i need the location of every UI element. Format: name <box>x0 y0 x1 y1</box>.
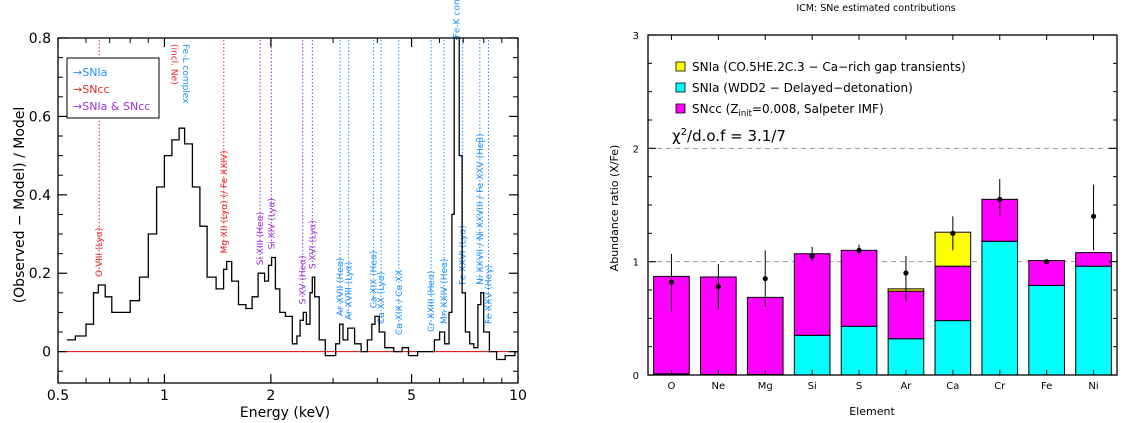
legend: SNIa (CO.5HE.2C.3 − Ca−rich gap transien… <box>672 60 966 145</box>
line-label: Cr XXIII (Heα) <box>427 271 437 332</box>
residual-spectrum-chart: O VIII (Lyα) (incl. Ne) Fe-L complex Mg XII… <box>12 0 527 421</box>
x-tick-label: S <box>856 381 862 392</box>
x-tick-label: Ni <box>1088 381 1098 392</box>
line-label: Mg XII (Lyα) (/ Fe XXIV) <box>220 150 230 253</box>
legend-entry-wdd2: SNIa (WDD2 − Delayed−detonation) <box>692 81 913 95</box>
bar-segment <box>981 240 1019 376</box>
bar-segment <box>1028 260 1065 286</box>
line-label: Ca XIX (Heα) <box>369 251 379 309</box>
y-tick-label: 0.2 <box>29 266 51 282</box>
x-tick-label: Ca <box>946 381 959 392</box>
legend-entry-sncc: SNcc (Zinit=0.008, Salpeter IMF) <box>692 102 884 119</box>
x-axis-label: Energy (keV) <box>240 405 330 421</box>
legend: →SNIa →SNcc →SNIa & SNcc <box>66 57 160 119</box>
observed-point <box>762 276 768 282</box>
line-label: Mn XXIV (Heα) <box>440 258 450 324</box>
x-tick-label: 10 <box>509 388 527 404</box>
bar-segment <box>840 249 878 327</box>
x-axis-label: Element <box>849 405 895 418</box>
legend-entry-ca-rich: SNIa (CO.5HE.2C.3 − Ca−rich gap transien… <box>692 60 966 74</box>
y-tick-label: 2 <box>633 144 639 155</box>
line-label: Ar XVIII (Lyα) <box>345 262 355 320</box>
x-tick-label: O <box>668 381 676 392</box>
legend-swatch-ca-rich <box>675 61 686 72</box>
line-annotations: O VIII (Lyα) (incl. Ne) Fe-L complex Mg XII… <box>95 0 494 335</box>
observed-point <box>1044 259 1050 265</box>
observed-point <box>950 230 956 236</box>
x-tick-label: Si <box>808 381 817 392</box>
x-tick-label: 0.5 <box>47 388 69 404</box>
line-label: Ca XIX / Ca XX <box>395 270 405 335</box>
chart-title: ICM: SNe estimated contributions <box>796 3 955 14</box>
bar-segment <box>1075 252 1112 267</box>
bar-segment <box>840 325 878 376</box>
observed-point <box>997 196 1003 202</box>
x-tick-label: Mg <box>758 381 773 392</box>
stacked-bars <box>653 198 1112 376</box>
plot-frame <box>57 37 519 384</box>
y-tick-label: 3 <box>633 31 639 42</box>
line-label: O VIII (Lyα) <box>95 228 105 277</box>
line-label: Ar XVII (Heα) <box>336 258 346 316</box>
legend-entry-snia-sncc: →SNIa & SNcc <box>73 100 150 113</box>
line-label: Fe-K complex <box>453 0 463 38</box>
bar-segment <box>887 338 925 376</box>
line-label: Fe XXVI (Lyα) <box>459 225 469 285</box>
line-label: Ca XX (Lyα) <box>377 272 387 324</box>
bar-segment <box>934 320 972 376</box>
observed-point <box>903 270 909 276</box>
legend-swatch-sncc <box>675 103 686 114</box>
y-tick-label: 0.6 <box>29 109 51 125</box>
y-tick-label: 0 <box>42 345 51 361</box>
x-tick-label: Fe <box>1041 381 1052 392</box>
y-axis-label: (Observed − Model) / Model <box>12 107 28 304</box>
observed-point <box>856 247 862 253</box>
bar-segment <box>746 296 784 375</box>
legend-entry-sncc: →SNcc <box>73 83 110 96</box>
bar-segment <box>793 334 831 376</box>
line-label: S XVI (Lyα) <box>308 220 318 269</box>
fit-statistic: χ2/d.o.f = 3.1/7 <box>672 127 786 145</box>
x-tick-label: Ar <box>900 381 912 392</box>
bar-segment <box>1075 265 1112 376</box>
line-label: (incl. Ne) <box>168 44 178 85</box>
x-tick-label: Ne <box>712 381 726 392</box>
observed-point <box>809 253 815 259</box>
line-label: Fe-L complex <box>180 44 190 104</box>
axis-ticks: O Ne Mg Si S Ar Ca Cr Fe Ni 0 1 2 3 <box>633 31 1117 392</box>
observed-point <box>1090 213 1097 219</box>
observed-point <box>668 279 675 285</box>
x-tick-label: Cr <box>994 381 1006 392</box>
x-tick-label: 1 <box>160 388 169 404</box>
line-label: Si XIII (Heα) <box>256 212 266 265</box>
y-axis-label: Abundance ratio (X/Fe) <box>608 145 621 272</box>
line-label: Fe XXV (Heγ) <box>484 265 494 324</box>
legend-swatch-wdd2 <box>675 82 686 93</box>
reference-lines <box>648 147 1117 263</box>
x-tick-label: 5 <box>407 388 416 404</box>
bar-segment <box>934 265 972 322</box>
x-tick-label: 2 <box>266 388 275 404</box>
y-tick-label: 0.8 <box>29 31 51 47</box>
y-tick-label: 1 <box>633 258 639 269</box>
observed-point <box>715 284 721 290</box>
y-tick-label: 0.4 <box>29 188 51 204</box>
y-tick-label: 0 <box>633 371 639 382</box>
observed-points <box>668 178 1097 312</box>
legend-entry-snia: →SNIa <box>73 66 107 79</box>
axis-ticks: 0.5 1 2 5 10 0 0.2 0.4 0.6 0.8 <box>29 31 527 404</box>
bar-segment <box>1028 284 1065 376</box>
line-label: Si XIV (Lyα) <box>267 198 277 249</box>
line-label: S XV (Heα) <box>299 255 309 304</box>
line-label: Ni XXVII / Ni XXVIII / Fe XXV (Heβ) <box>476 133 486 284</box>
bar-segment <box>793 253 831 336</box>
abundance-ratio-chart: ICM: SNe estimated contributions O Ne Mg Si… <box>608 3 1118 418</box>
